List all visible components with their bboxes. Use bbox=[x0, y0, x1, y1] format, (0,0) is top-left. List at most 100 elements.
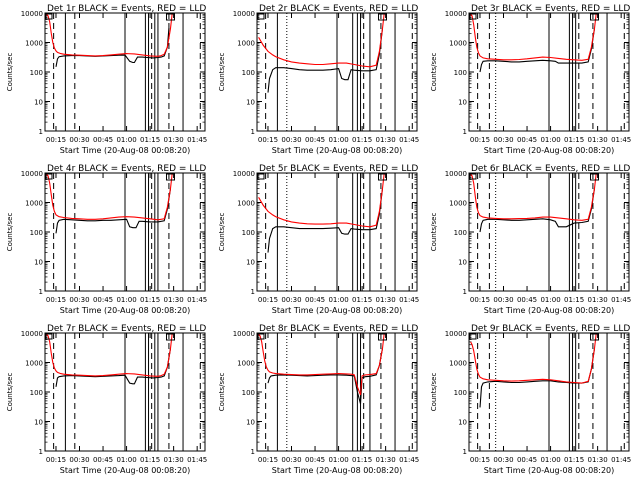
x-tick-label: 00:15 bbox=[470, 296, 490, 304]
y-tick-label: 10 bbox=[34, 419, 43, 427]
x-tick-label: 01:30 bbox=[164, 296, 184, 304]
y-tick-label: 10 bbox=[246, 259, 255, 267]
y-tick-label: 10 bbox=[246, 419, 255, 427]
x-tick-label: 01:15 bbox=[564, 136, 584, 144]
y-tick-label: 100 bbox=[30, 229, 43, 237]
x-tick-label: 00:45 bbox=[305, 136, 325, 144]
series-line-events bbox=[267, 28, 384, 93]
y-axis-label: Counts/sec bbox=[430, 373, 438, 412]
chart-title: Det 3r BLACK = Events, RED = LLD bbox=[471, 4, 630, 14]
y-tick-label: 10 bbox=[246, 99, 255, 107]
x-tick-label: 00:15 bbox=[46, 136, 66, 144]
x-tick-label: 01:15 bbox=[564, 296, 584, 304]
x-tick-label: 01:15 bbox=[140, 296, 160, 304]
y-tick-label: 10 bbox=[458, 99, 467, 107]
chart-panel-1: Det 1r BLACK = Events, RED = LLD Counts/s… bbox=[6, 4, 207, 155]
chart-title: Det 9r BLACK = Events, RED = LLD bbox=[471, 324, 630, 334]
series-line-events bbox=[55, 28, 170, 67]
x-tick-label: 01:45 bbox=[399, 136, 419, 144]
x-tick-label: 01:15 bbox=[352, 456, 372, 464]
x-tick-label: 00:45 bbox=[305, 296, 325, 304]
x-tick-label: 01:00 bbox=[116, 296, 136, 304]
chart-panel-4: Det 4r BLACK = Events, RED = LLD Counts/s… bbox=[6, 164, 207, 315]
chart-panel-8: Det 8r BLACK = Events, RED = LLD Counts/s… bbox=[218, 324, 419, 475]
y-tick-label: 1 bbox=[251, 128, 255, 136]
x-tick-label: 01:45 bbox=[611, 456, 631, 464]
y-tick-label: 100 bbox=[242, 69, 255, 77]
chart-panel-3: Det 3r BLACK = Events, RED = LLD Counts/s… bbox=[430, 4, 631, 155]
series-line-events bbox=[479, 188, 596, 233]
y-tick-label: 10000 bbox=[445, 170, 467, 178]
y-tick-label: 1000 bbox=[25, 200, 43, 208]
x-tick-label: 01:30 bbox=[164, 456, 184, 464]
y-axis-label: Counts/sec bbox=[6, 53, 14, 92]
x-tick-label: 01:30 bbox=[588, 136, 608, 144]
series-line-lld bbox=[258, 174, 385, 228]
x-tick-label: 00:45 bbox=[93, 136, 113, 144]
series-line-lld bbox=[46, 333, 173, 377]
x-tick-label: 00:30 bbox=[493, 296, 513, 304]
x-tick-label: 00:45 bbox=[517, 456, 537, 464]
x-tick-label: 00:30 bbox=[69, 136, 89, 144]
x-tick-label: 01:15 bbox=[352, 136, 372, 144]
series-line-lld bbox=[258, 14, 385, 68]
corner-marker bbox=[165, 13, 175, 21]
series-line-events bbox=[267, 188, 384, 253]
corner-marker bbox=[377, 13, 387, 21]
chart-panel-9: Det 9r BLACK = Events, RED = LLD Counts/s… bbox=[430, 324, 631, 475]
x-tick-label: 01:00 bbox=[116, 456, 136, 464]
x-axis-label: Start Time (20-Aug-08 00:08:20) bbox=[484, 306, 615, 315]
x-tick-label: 01:45 bbox=[611, 136, 631, 144]
corner-marker bbox=[257, 13, 265, 20]
y-tick-label: 1000 bbox=[449, 40, 467, 48]
chart-panel-5: Det 5r BLACK = Events, RED = LLD Counts/s… bbox=[218, 164, 419, 315]
x-tick-label: 00:45 bbox=[517, 136, 537, 144]
x-tick-label: 00:30 bbox=[281, 296, 301, 304]
x-axis-label: Start Time (20-Aug-08 00:08:20) bbox=[484, 466, 615, 475]
corner-marker bbox=[589, 333, 599, 341]
y-tick-label: 10 bbox=[34, 259, 43, 267]
y-tick-label: 1000 bbox=[25, 360, 43, 368]
y-tick-label: 100 bbox=[242, 229, 255, 237]
corner-marker bbox=[45, 13, 53, 20]
x-tick-label: 01:00 bbox=[328, 136, 348, 144]
y-tick-label: 1 bbox=[251, 288, 255, 296]
y-tick-label: 1000 bbox=[237, 360, 255, 368]
x-axis-label: Start Time (20-Aug-08 00:08:20) bbox=[272, 466, 403, 475]
x-tick-label: 01:45 bbox=[187, 456, 207, 464]
x-tick-label: 00:30 bbox=[493, 136, 513, 144]
y-tick-label: 100 bbox=[242, 389, 255, 397]
corner-marker bbox=[45, 173, 53, 180]
x-tick-label: 01:15 bbox=[140, 136, 160, 144]
x-axis-label: Start Time (20-Aug-08 00:08:20) bbox=[60, 306, 191, 315]
corner-marker bbox=[469, 13, 477, 20]
y-tick-label: 100 bbox=[30, 389, 43, 397]
y-tick-label: 1 bbox=[463, 448, 467, 456]
x-tick-label: 01:45 bbox=[611, 296, 631, 304]
chart-panel-6: Det 6r BLACK = Events, RED = LLD Counts/s… bbox=[430, 164, 631, 315]
y-tick-label: 10 bbox=[458, 259, 467, 267]
y-axis-label: Counts/sec bbox=[218, 53, 226, 92]
y-tick-label: 10000 bbox=[21, 330, 43, 338]
y-tick-label: 10000 bbox=[21, 170, 43, 178]
series-line-lld bbox=[470, 13, 597, 61]
chart-title: Det 2r BLACK = Events, RED = LLD bbox=[259, 4, 418, 14]
x-axis-label: Start Time (20-Aug-08 00:08:20) bbox=[484, 146, 615, 155]
x-tick-label: 00:15 bbox=[470, 136, 490, 144]
x-tick-label: 00:45 bbox=[93, 296, 113, 304]
x-axis-label: Start Time (20-Aug-08 00:08:20) bbox=[60, 146, 191, 155]
corner-marker bbox=[165, 333, 175, 341]
y-tick-label: 100 bbox=[454, 229, 467, 237]
y-tick-label: 1 bbox=[463, 128, 467, 136]
corner-marker bbox=[469, 333, 477, 340]
y-tick-label: 1 bbox=[251, 448, 255, 456]
x-axis-label: Start Time (20-Aug-08 00:08:20) bbox=[272, 146, 403, 155]
corner-marker bbox=[589, 173, 599, 181]
y-tick-label: 1 bbox=[39, 128, 43, 136]
corner-marker bbox=[469, 173, 477, 180]
series-line-lld bbox=[470, 334, 597, 384]
y-tick-label: 1 bbox=[39, 448, 43, 456]
corner-marker bbox=[165, 173, 175, 181]
x-tick-label: 01:15 bbox=[564, 456, 584, 464]
